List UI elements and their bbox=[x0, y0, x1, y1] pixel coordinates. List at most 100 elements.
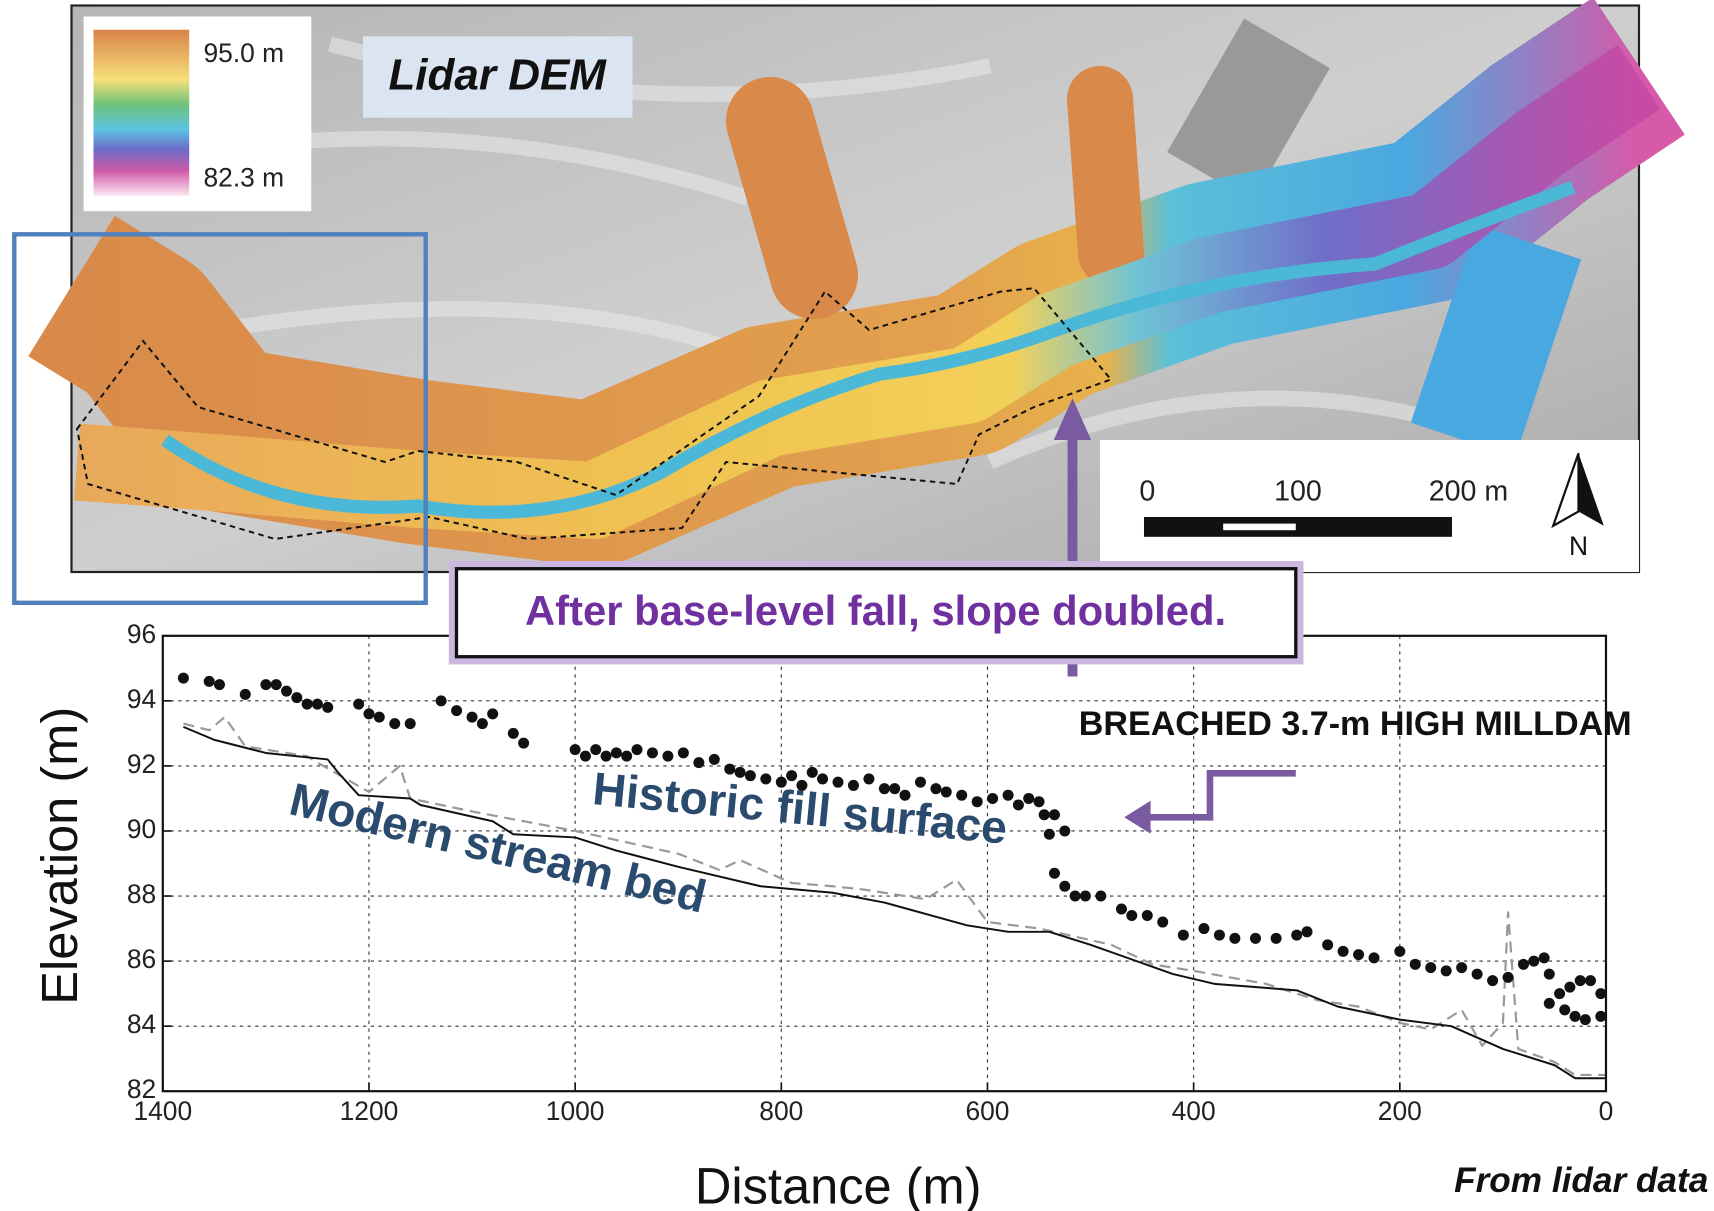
fill-point bbox=[1410, 959, 1421, 970]
fill-point bbox=[647, 747, 658, 758]
fill-point bbox=[807, 767, 818, 778]
fill-point bbox=[1044, 829, 1055, 840]
x-tick-label: 800 bbox=[759, 1096, 803, 1126]
fill-point bbox=[1472, 969, 1483, 980]
fill-point bbox=[724, 764, 735, 775]
fill-point bbox=[1095, 891, 1106, 902]
fill-point bbox=[570, 744, 581, 755]
fill-point bbox=[863, 773, 874, 784]
fill-point bbox=[1585, 975, 1596, 986]
callout: After base-level fall, slope doubled. bbox=[525, 587, 1226, 634]
fill-point bbox=[662, 751, 673, 762]
fill-point bbox=[487, 708, 498, 719]
fill-point bbox=[322, 702, 333, 713]
fill-point bbox=[281, 686, 292, 697]
y-tick-label: 92 bbox=[127, 749, 156, 779]
fill-point bbox=[1198, 923, 1209, 934]
series-label: Historic fill surface bbox=[591, 762, 1010, 854]
fill-point bbox=[1157, 917, 1168, 928]
figure: 95.0 m 82.3 m Lidar DEM 0 100 200 m N 82… bbox=[0, 0, 1714, 1211]
valley bbox=[1463, 242, 1529, 440]
fill-point bbox=[1059, 825, 1070, 836]
fill-point bbox=[678, 747, 689, 758]
fill-point bbox=[1580, 1014, 1591, 1025]
fill-point bbox=[363, 708, 374, 719]
map: 95.0 m 82.3 m Lidar DEM 0 100 200 m N bbox=[71, 6, 1638, 572]
x-tick-label: 1000 bbox=[546, 1096, 605, 1126]
fill-point bbox=[1564, 982, 1575, 993]
fill-point bbox=[1559, 1004, 1570, 1015]
fill-point bbox=[1013, 799, 1024, 810]
x-axis-title: Distance (m) bbox=[695, 1158, 982, 1211]
fill-point bbox=[1487, 975, 1498, 986]
fill-point bbox=[601, 751, 612, 762]
fill-point bbox=[1302, 926, 1313, 937]
fill-point bbox=[1528, 956, 1539, 967]
fill-point bbox=[1575, 975, 1586, 986]
legend-max: 95.0 m bbox=[203, 38, 284, 68]
fill-point bbox=[1554, 988, 1565, 999]
fill-point bbox=[611, 747, 622, 758]
fill-point bbox=[1229, 933, 1240, 944]
scale-label: 100 bbox=[1274, 475, 1322, 507]
x-tick-label: 200 bbox=[1378, 1096, 1422, 1126]
fill-point bbox=[1080, 891, 1091, 902]
fill-point bbox=[930, 783, 941, 794]
fill-point bbox=[1425, 962, 1436, 973]
fill-point bbox=[1456, 962, 1467, 973]
fill-point bbox=[1322, 939, 1333, 950]
scale-label: 0 bbox=[1139, 475, 1155, 507]
y-tick-label: 96 bbox=[127, 619, 156, 649]
fill-point bbox=[302, 699, 313, 710]
fill-point bbox=[214, 679, 225, 690]
fill-point bbox=[1049, 868, 1060, 879]
fill-point bbox=[1441, 965, 1452, 976]
fill-point bbox=[1338, 946, 1349, 957]
fill-point bbox=[621, 751, 632, 762]
fill-point bbox=[260, 679, 271, 690]
fill-point bbox=[291, 692, 302, 703]
fill-point bbox=[693, 757, 704, 768]
valley bbox=[1100, 99, 1111, 253]
fill-point bbox=[405, 718, 416, 729]
fill-point bbox=[1544, 969, 1555, 980]
fill-point bbox=[1039, 809, 1050, 820]
fill-point bbox=[508, 728, 519, 739]
fill-point bbox=[1503, 972, 1514, 983]
fill-point bbox=[786, 770, 797, 781]
fill-point bbox=[353, 699, 364, 710]
fill-point bbox=[374, 712, 385, 723]
fill-point bbox=[1126, 910, 1137, 921]
fill-point bbox=[590, 744, 601, 755]
page: {"map":{"title":"Lidar DEM","legend":{"m… bbox=[0, 0, 1714, 1211]
north-label: N bbox=[1569, 531, 1588, 561]
y-axis-title: Elevation (m) bbox=[31, 707, 88, 1005]
fill-point bbox=[1214, 930, 1225, 941]
dam-label: BREACHED 3.7-m HIGH MILLDAM bbox=[1079, 705, 1632, 743]
fill-point bbox=[1570, 1011, 1581, 1022]
x-tick-label: 400 bbox=[1172, 1096, 1216, 1126]
fill-point bbox=[1271, 933, 1282, 944]
fill-point bbox=[467, 712, 478, 723]
x-tick-label: 600 bbox=[965, 1096, 1009, 1126]
scale-label: 200 m bbox=[1429, 475, 1508, 507]
x-tick-label: 1400 bbox=[133, 1096, 192, 1126]
fill-point bbox=[1049, 809, 1060, 820]
fill-point bbox=[1518, 959, 1529, 970]
fill-point bbox=[436, 695, 447, 706]
fill-point bbox=[240, 689, 251, 700]
fill-point bbox=[1291, 930, 1302, 941]
fill-point bbox=[1003, 790, 1014, 801]
fill-point bbox=[709, 754, 720, 765]
fill-point bbox=[1059, 881, 1070, 892]
fill-point bbox=[915, 777, 926, 788]
fill-point bbox=[178, 673, 189, 684]
fill-point bbox=[1353, 949, 1364, 960]
fill-point bbox=[1539, 952, 1550, 963]
fill-point bbox=[1178, 930, 1189, 941]
y-tick-label: 94 bbox=[127, 684, 156, 714]
fill-point bbox=[451, 705, 462, 716]
y-tick-label: 88 bbox=[127, 879, 156, 909]
fill-point bbox=[518, 738, 529, 749]
legend-min: 82.3 m bbox=[203, 162, 284, 192]
